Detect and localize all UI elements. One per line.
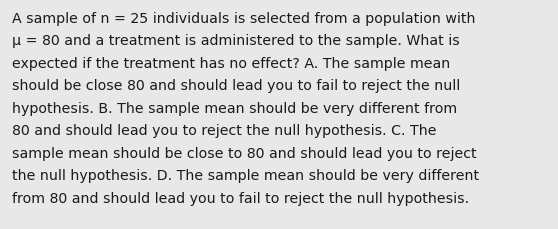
Text: μ = 80 and a treatment is administered to the sample. What is: μ = 80 and a treatment is administered t…	[12, 34, 460, 48]
Text: 80 and should lead you to reject the null hypothesis. C. The: 80 and should lead you to reject the nul…	[12, 124, 436, 138]
Text: from 80 and should lead you to fail to reject the null hypothesis.: from 80 and should lead you to fail to r…	[12, 191, 469, 205]
Text: expected if the treatment has no effect? A. The sample mean: expected if the treatment has no effect?…	[12, 57, 450, 71]
Text: should be close 80 and should lead you to fail to reject the null: should be close 80 and should lead you t…	[12, 79, 460, 93]
Text: A sample of n = 25 individuals is selected from a population with: A sample of n = 25 individuals is select…	[12, 12, 475, 26]
Text: the null hypothesis. D. The sample mean should be very different: the null hypothesis. D. The sample mean …	[12, 169, 479, 183]
Text: hypothesis. B. The sample mean should be very different from: hypothesis. B. The sample mean should be…	[12, 101, 457, 115]
Text: sample mean should be close to 80 and should lead you to reject: sample mean should be close to 80 and sh…	[12, 146, 477, 160]
